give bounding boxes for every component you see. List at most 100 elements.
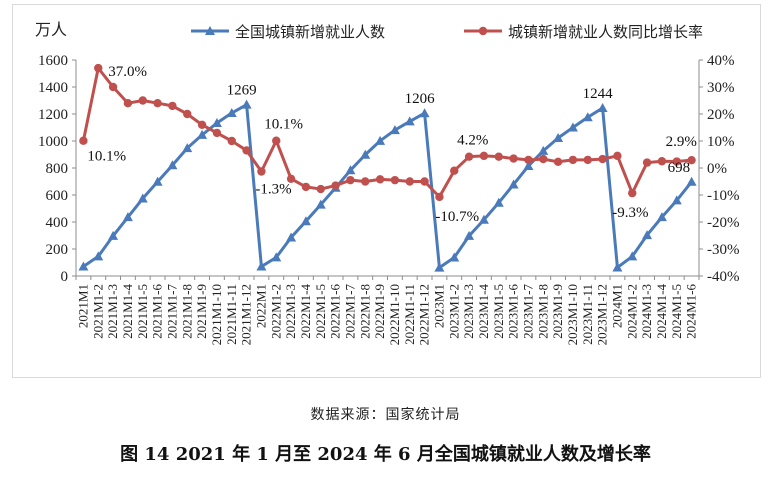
x-category-label: 2024M1-6: [684, 284, 699, 339]
y-right-tick-label: 10%: [707, 134, 735, 150]
y-right-tick-label: -40%: [707, 269, 740, 285]
x-category-label: 2023M1-3: [461, 284, 476, 339]
data-label: 2.9%: [666, 134, 697, 150]
data-label: -1.3%: [255, 182, 291, 198]
data-label: 10.1%: [264, 117, 303, 133]
legend-label-1: 城镇新增就业人数同比增长率: [508, 23, 703, 41]
x-category-label: 2022M1: [253, 284, 268, 328]
x-category-label: 2021M1-8: [179, 284, 194, 339]
data-point-employment: [197, 129, 208, 139]
x-category-label: 2023M1-7: [520, 284, 535, 339]
data-point-growth-rate: [212, 128, 222, 138]
data-point-growth-rate: [613, 151, 622, 161]
y-right-tick-label: -10%: [707, 188, 740, 204]
data-point-growth-rate: [301, 182, 311, 192]
data-point-growth-rate: [94, 63, 103, 73]
data-point-employment: [493, 197, 504, 207]
data-point-employment: [315, 199, 326, 209]
data-point-growth-rate: [464, 152, 474, 161]
data-point-employment: [538, 145, 549, 155]
data-point-employment: [434, 262, 445, 272]
x-category-label: 2022M1-9: [372, 284, 387, 339]
x-category-label: 2023M1-11: [580, 284, 595, 345]
data-point-employment: [271, 252, 282, 262]
x-category-label: 2022M1-8: [357, 284, 372, 339]
data-point-employment: [642, 230, 653, 240]
x-category-label: 2024M1: [609, 284, 624, 328]
y-right-tick-label: 30%: [707, 80, 735, 96]
chart-svg: 0 200 400 600 800 1000 1200 1400 1600 -40% -30% -20…: [35, 20, 740, 345]
data-point-employment: [152, 176, 163, 186]
data-point-growth-rate: [79, 136, 88, 145]
data-point-employment: [108, 230, 119, 240]
data-point-growth-rate: [390, 175, 400, 185]
data-point-employment: [656, 212, 667, 222]
data-point-employment: [93, 251, 104, 261]
data-point-growth-rate: [435, 192, 444, 202]
data-point-employment: [211, 118, 222, 128]
data-point-employment: [226, 108, 237, 118]
y-left-tick-label: 1000: [38, 134, 68, 150]
data-point-growth-rate: [138, 96, 147, 105]
data-label: 4.2%: [457, 133, 488, 149]
x-category-label: 2021M1-2: [90, 284, 105, 339]
y-left-tick-label: 1200: [38, 107, 68, 123]
data-point-employment: [286, 232, 297, 242]
data-point-growth-rate: [450, 166, 459, 175]
data-point-employment: [345, 165, 356, 175]
data-point-employment: [78, 261, 89, 271]
data-point-growth-rate: [539, 154, 548, 164]
x-category-label: 2022M1-7: [342, 284, 357, 339]
x-category-label: 2023M1-6: [506, 284, 521, 339]
data-label: -10.7%: [435, 209, 479, 225]
legend-marker-circle: [478, 26, 488, 36]
data-point-employment: [167, 160, 178, 170]
data-point-growth-rate: [405, 177, 414, 186]
data-point-growth-rate: [331, 181, 340, 190]
data-point-employment: [553, 133, 564, 143]
data-point-employment: [478, 214, 489, 224]
data-point-employment: [137, 193, 148, 203]
data-point-growth-rate: [687, 155, 696, 165]
data-point-employment: [627, 251, 638, 261]
x-category-label: 2024M1-3: [639, 284, 654, 339]
data-label: 698: [668, 160, 691, 176]
data-point-growth-rate: [657, 157, 667, 166]
y-right-tick-label: 40%: [707, 53, 735, 69]
x-category-label: 2023M1-10: [565, 284, 580, 345]
data-point-employment: [389, 125, 400, 135]
data-point-growth-rate: [197, 120, 207, 129]
data-point-growth-rate: [168, 101, 177, 111]
data-point-growth-rate: [553, 157, 563, 166]
series-line-0: [82, 103, 693, 270]
x-category-label: 2022M1-11: [402, 284, 417, 345]
data-point-employment: [256, 261, 267, 271]
x-category-label: 2021M1-3: [105, 284, 120, 339]
y-left-tick-label: 400: [46, 215, 69, 231]
y-right-tick-label: 0%: [707, 161, 727, 177]
y-left-tick-label: 200: [46, 242, 69, 258]
data-point-growth-rate: [242, 146, 251, 155]
source-note: 数据来源：国家统计局: [310, 407, 461, 423]
y-right-tick-label: -20%: [707, 215, 740, 231]
y-left-tick-label: 0: [61, 269, 69, 285]
x-category-label: 2022M1-6: [328, 284, 343, 339]
data-point-employment: [567, 122, 578, 132]
data-point-employment: [686, 176, 697, 186]
x-category-label: 2022M1-12: [417, 284, 432, 345]
data-point-growth-rate: [642, 158, 652, 167]
data-label: 10.1%: [87, 149, 126, 165]
data-point-employment: [122, 212, 133, 222]
x-category-label: 2021M1-10: [209, 284, 224, 345]
x-category-label: 2022M1-4: [298, 284, 313, 339]
y-left-tick-label: 1400: [38, 80, 68, 96]
y-left-tick-label: 800: [46, 161, 69, 177]
data-point-employment: [671, 195, 682, 205]
data-point-growth-rate: [598, 154, 607, 164]
x-category-label: 2022M1-5: [313, 284, 328, 339]
data-label: -9.3%: [612, 205, 648, 221]
data-point-growth-rate: [346, 175, 355, 185]
data-point-growth-rate: [479, 151, 489, 161]
x-category-label: 2021M1-5: [135, 284, 150, 339]
data-point-growth-rate: [108, 82, 118, 92]
